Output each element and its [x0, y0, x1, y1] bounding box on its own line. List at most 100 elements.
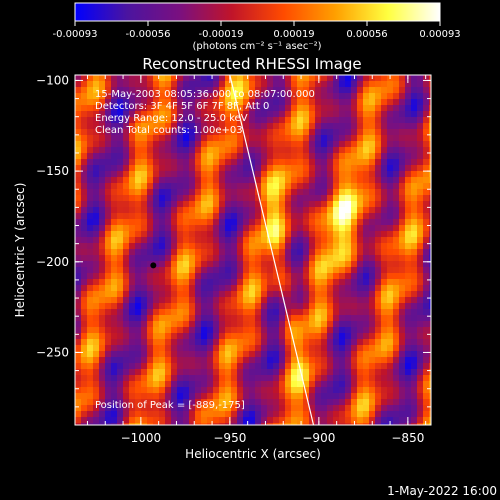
x-axis-ticks: −1000 −950 −900 −850 [86, 75, 427, 445]
heatmap-cell [87, 99, 94, 106]
heatmap-cell [339, 387, 346, 394]
heatmap-cell [351, 297, 358, 304]
heatmap-cell [285, 297, 292, 304]
heatmap-cell [411, 147, 418, 154]
heatmap-cell [351, 171, 358, 178]
heatmap-cell [195, 141, 202, 148]
heatmap-cell [423, 81, 430, 88]
heatmap-cell [237, 147, 244, 154]
heatmap-cell [261, 357, 268, 364]
heatmap-cell [111, 285, 118, 292]
heatmap-cell [231, 297, 238, 304]
heatmap-cell [213, 381, 220, 388]
heatmap-cell [309, 351, 316, 358]
heatmap-cell [135, 297, 142, 304]
heatmap-cell [321, 255, 328, 262]
heatmap-cell [249, 147, 256, 154]
heatmap-cell [303, 189, 310, 196]
heatmap-cell [279, 423, 286, 425]
heatmap-cell [339, 99, 346, 106]
heatmap-cell [75, 375, 82, 382]
heatmap-cell [135, 303, 142, 310]
heatmap-cell [399, 159, 406, 166]
heatmap-cell [249, 399, 256, 406]
heatmap-cell [243, 129, 250, 136]
heatmap-cell [381, 321, 388, 328]
heatmap-cell [303, 411, 310, 418]
heatmap-cell [333, 381, 340, 388]
heatmap-cell [417, 303, 424, 310]
heatmap-cell [423, 159, 430, 166]
heatmap-cell [243, 207, 250, 214]
heatmap-cell [339, 183, 346, 190]
heatmap-cell [339, 285, 346, 292]
heatmap-cell [333, 213, 340, 220]
heatmap-cell [357, 423, 364, 425]
heatmap-cell [99, 375, 106, 382]
heatmap-cell [339, 189, 346, 196]
heatmap-cell [87, 255, 94, 262]
heatmap-cell [75, 279, 82, 286]
heatmap-cell [225, 87, 232, 94]
heatmap-cell [219, 147, 226, 154]
heatmap-cell [315, 81, 322, 88]
heatmap-cell [201, 183, 208, 190]
heatmap-cell [243, 321, 250, 328]
heatmap-cell [345, 189, 352, 196]
heatmap-cell [321, 75, 328, 82]
heatmap-cell [363, 315, 370, 322]
heatmap-cell [93, 279, 100, 286]
heatmap-cell [243, 87, 250, 94]
heatmap-cell [393, 393, 400, 400]
heatmap-cell [375, 363, 382, 370]
heatmap-cell [309, 309, 316, 316]
heatmap-cell [393, 375, 400, 382]
heatmap-cell [201, 93, 208, 100]
heatmap-cell [147, 117, 154, 124]
heatmap-cell [81, 249, 88, 256]
heatmap-cell [279, 255, 286, 262]
heatmap-cell [117, 399, 124, 406]
heatmap-cell [165, 81, 172, 88]
heatmap-cell [273, 279, 280, 286]
heatmap-cell [213, 117, 220, 124]
heatmap-cell [381, 279, 388, 286]
heatmap-cell [225, 141, 232, 148]
heatmap-cell [345, 261, 352, 268]
heatmap-cell [99, 243, 106, 250]
heatmap-cell [237, 87, 244, 94]
heatmap-cell [381, 189, 388, 196]
heatmap-cell [237, 363, 244, 370]
heatmap-cell [171, 165, 178, 172]
heatmap-cell [255, 303, 262, 310]
heatmap-cell [129, 117, 136, 124]
heatmap-cell [231, 267, 238, 274]
heatmap-cell [135, 291, 142, 298]
heatmap-cell [201, 117, 208, 124]
heatmap-cell [279, 201, 286, 208]
heatmap-cell [87, 87, 94, 94]
heatmap-cell [303, 213, 310, 220]
heatmap-cell [339, 153, 346, 160]
heatmap-cell [249, 423, 256, 425]
heatmap-cell [165, 423, 172, 425]
heatmap-cell [423, 411, 430, 418]
heatmap-cell [249, 81, 256, 88]
heatmap-cell [327, 399, 334, 406]
heatmap-cell [171, 183, 178, 190]
heatmap-cell [219, 363, 226, 370]
heatmap-cell [369, 135, 376, 142]
heatmap-cell [219, 267, 226, 274]
heatmap-cell [195, 357, 202, 364]
heatmap-cell [111, 255, 118, 262]
heatmap-cell [207, 219, 214, 226]
heatmap-cell [87, 183, 94, 190]
heatmap-cell [255, 267, 262, 274]
heatmap-cell [141, 393, 148, 400]
heatmap-cell [75, 327, 82, 334]
heatmap-cell [183, 153, 190, 160]
heatmap-cell [111, 81, 118, 88]
heatmap-cell [105, 243, 112, 250]
heatmap-cell [129, 387, 136, 394]
heatmap-cell [165, 387, 172, 394]
